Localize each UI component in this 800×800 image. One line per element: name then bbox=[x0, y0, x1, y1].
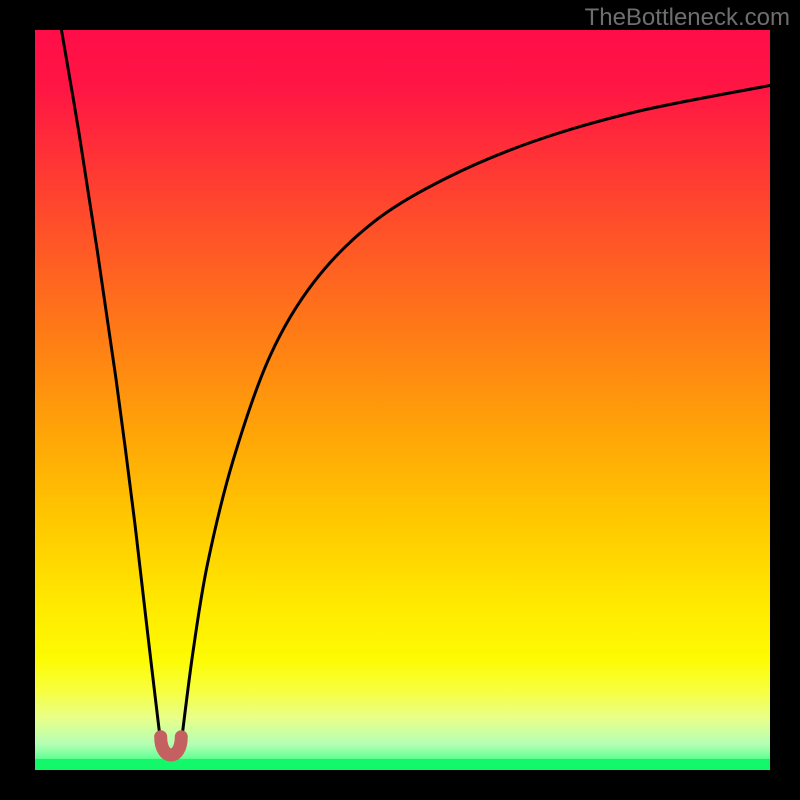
plot-region bbox=[35, 30, 770, 770]
chart-stage: TheBottleneck.com bbox=[0, 0, 800, 800]
gradient-background bbox=[35, 30, 770, 770]
watermark-label: TheBottleneck.com bbox=[585, 4, 790, 32]
plot-svg bbox=[35, 30, 770, 770]
bottom-green-band bbox=[35, 759, 770, 770]
